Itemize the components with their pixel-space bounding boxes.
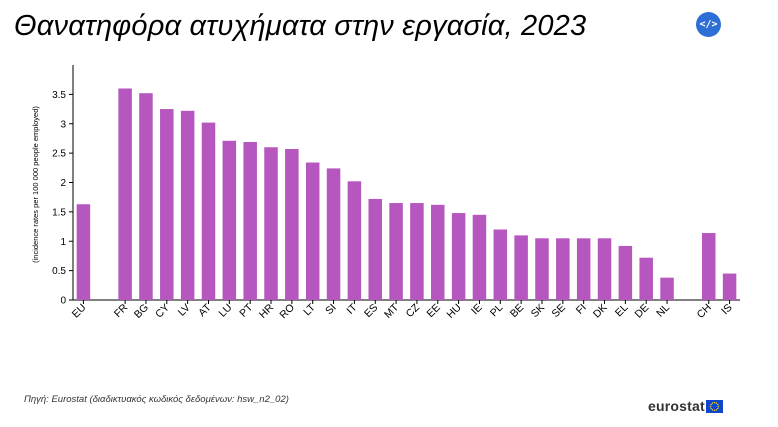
x-tick-label-el: EL: [613, 302, 631, 320]
y-tick-label: 2.5: [52, 149, 66, 160]
bar-hu: [451, 213, 466, 300]
bar-it: [347, 181, 362, 300]
x-tick-label-hu: HU: [445, 302, 464, 321]
x-tick-label-bg: BG: [132, 302, 151, 321]
bar-se: [556, 238, 570, 300]
x-tick-label-lu: LU: [216, 302, 234, 320]
x-tick-label-de: DE: [633, 302, 652, 321]
x-tick-label-ie: IE: [469, 302, 485, 318]
embed-code-button[interactable]: </>: [696, 12, 721, 37]
y-tick-label: 0: [60, 296, 66, 307]
x-tick-label-ee: EE: [424, 302, 442, 320]
bar-ie: [472, 214, 487, 300]
bar-ch: [701, 233, 716, 300]
y-tick-label: 1: [60, 237, 66, 248]
bar-de: [639, 257, 653, 300]
x-tick-label-fr: FR: [112, 301, 131, 320]
x-tick-label-nl: NL: [654, 302, 672, 320]
x-tick-label-dk: DK: [591, 302, 610, 321]
bar-be: [514, 235, 528, 300]
x-tick-label-pt: PT: [237, 301, 255, 319]
eu-flag-icon: [705, 399, 723, 413]
bar-lt: [305, 162, 320, 300]
x-tick-label-cy: CY: [153, 302, 172, 321]
x-tick-label-pl: PL: [488, 302, 506, 320]
bar-sk: [535, 238, 549, 300]
y-axis-title: (incidence rates per 100 000 people empl…: [31, 106, 40, 263]
y-tick-label: 1.5: [52, 207, 66, 218]
x-tick-label-si: SI: [323, 302, 339, 318]
x-tick-label-fi: FI: [574, 302, 589, 317]
source-note: Πηγή: Eurostat (διαδικτυακός κωδικός δεδ…: [24, 394, 289, 405]
logo-text: eurostat: [648, 398, 705, 414]
x-tick-label-sk: SK: [529, 302, 547, 320]
bar-pl: [493, 229, 508, 300]
bar-ro: [285, 149, 299, 300]
bar-lv: [180, 110, 195, 300]
bar-bg: [139, 93, 153, 300]
bar-lu: [222, 140, 237, 300]
x-tick-label-se: SE: [550, 302, 568, 320]
x-tick-label-cz: CZ: [404, 301, 423, 320]
bar-dk: [597, 238, 612, 300]
y-tick-label: 0.5: [52, 266, 66, 277]
x-tick-label-hr: HR: [257, 301, 277, 321]
x-tick-label-mt: MT: [382, 301, 402, 321]
bar-fr: [118, 88, 132, 300]
bar-ee: [431, 204, 445, 300]
y-tick-label: 3.5: [52, 90, 66, 101]
bar-pt: [243, 141, 257, 300]
x-tick-label-at: AT: [196, 301, 214, 319]
x-tick-label-ro: RO: [277, 302, 297, 322]
x-tick-label-ch: CH: [695, 302, 714, 321]
bar-cy: [160, 109, 174, 300]
y-tick-label: 3: [60, 119, 66, 130]
bar-nl: [660, 277, 674, 300]
x-tick-label-it: IT: [344, 301, 359, 316]
bar-eu: [76, 204, 91, 300]
bar-hr: [264, 147, 278, 300]
x-tick-label-eu: EU: [70, 302, 89, 321]
bar-el: [618, 245, 633, 300]
y-tick-label: 2: [60, 178, 66, 189]
x-tick-label-is: IS: [719, 302, 735, 318]
code-icon: </>: [699, 19, 718, 30]
bar-es: [368, 198, 382, 300]
bar-is: [722, 273, 737, 300]
bar-at: [201, 122, 216, 300]
chart-title: Θανατηφόρα ατυχήματα στην εργασία, 2023: [14, 10, 587, 42]
bar-cz: [410, 203, 424, 300]
bar-chart: 0 0.5 1 1.5 2 2.5 3 3.5 (incidence rates per 100…: [31, 65, 740, 322]
bar-si: [326, 168, 341, 300]
bar-mt: [389, 203, 403, 300]
x-tick-label-lv: LV: [176, 302, 193, 319]
x-tick-label-lt: LT: [301, 301, 318, 318]
eurostat-logo: eurostat: [648, 398, 723, 414]
bar-fi: [576, 238, 591, 300]
x-tick-label-be: BE: [508, 302, 526, 320]
x-tick-label-es: ES: [362, 302, 380, 320]
